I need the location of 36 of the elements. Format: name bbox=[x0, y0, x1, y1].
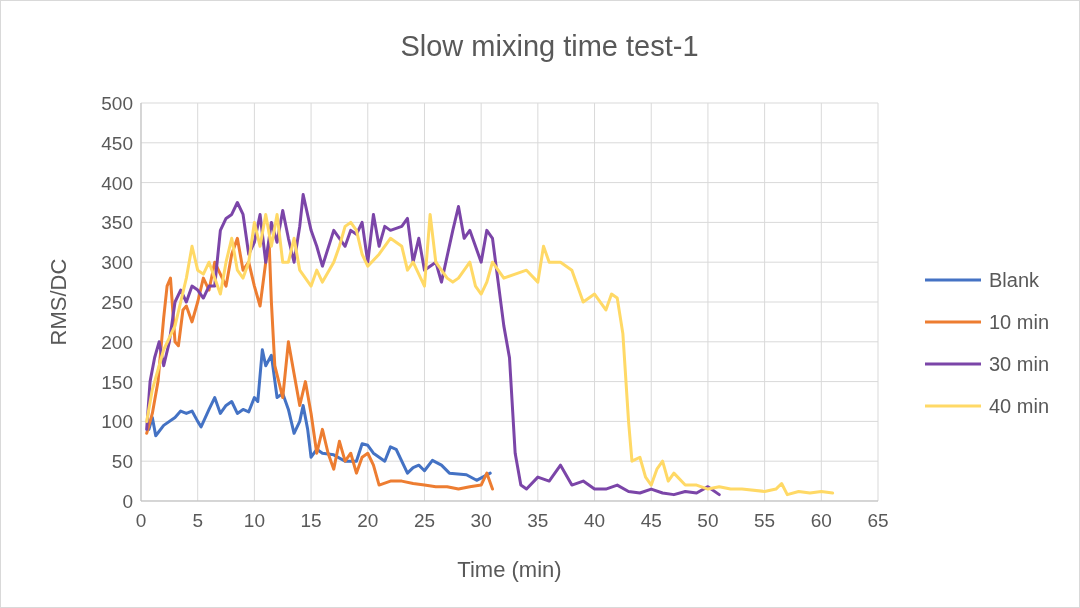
y-tick-label: 150 bbox=[101, 371, 133, 393]
chart-title: Slow mixing time test-1 bbox=[400, 30, 699, 62]
x-tick-label: 25 bbox=[413, 510, 436, 531]
x-tick-label: 40 bbox=[583, 510, 606, 531]
x-tick-label: 65 bbox=[867, 510, 889, 531]
legend-label: 10 min bbox=[989, 311, 1050, 333]
y-tick-label: 250 bbox=[101, 292, 133, 313]
y-tick-label: 200 bbox=[101, 331, 133, 353]
x-axis-title: Time (min) bbox=[457, 557, 562, 582]
x-tick-label: 30 bbox=[470, 510, 492, 531]
line-series bbox=[145, 236, 494, 491]
y-tick-label: 300 bbox=[101, 252, 133, 274]
x-tick-label: 50 bbox=[697, 510, 719, 531]
x-tick-label: 55 bbox=[754, 510, 776, 531]
x-tick-label: 10 bbox=[243, 510, 265, 531]
legend-label: Blank bbox=[989, 269, 1041, 291]
y-tick-label: 0 bbox=[122, 491, 133, 512]
y-axis-title: RMS/DC bbox=[46, 258, 71, 346]
x-tick-label: 45 bbox=[640, 510, 662, 531]
line-series bbox=[147, 348, 492, 482]
line-series bbox=[145, 193, 721, 497]
x-tick-label: 60 bbox=[810, 510, 832, 531]
legend-label: 30 min bbox=[989, 353, 1050, 375]
y-tick-label: 450 bbox=[101, 132, 133, 154]
y-tick-label: 500 bbox=[101, 93, 133, 114]
y-tick-label: 100 bbox=[101, 411, 133, 433]
x-tick-label: 0 bbox=[135, 510, 147, 531]
x-tick-label: 15 bbox=[300, 510, 322, 531]
x-tick-label: 5 bbox=[192, 510, 203, 531]
line-series bbox=[145, 212, 835, 497]
x-tick-label: 20 bbox=[357, 510, 379, 531]
y-tick-label: 50 bbox=[111, 451, 133, 473]
legend-label: 40 min bbox=[989, 395, 1050, 417]
y-tick-label: 350 bbox=[101, 212, 133, 234]
x-tick-label: 35 bbox=[527, 510, 549, 531]
y-tick-label: 400 bbox=[101, 172, 133, 194]
